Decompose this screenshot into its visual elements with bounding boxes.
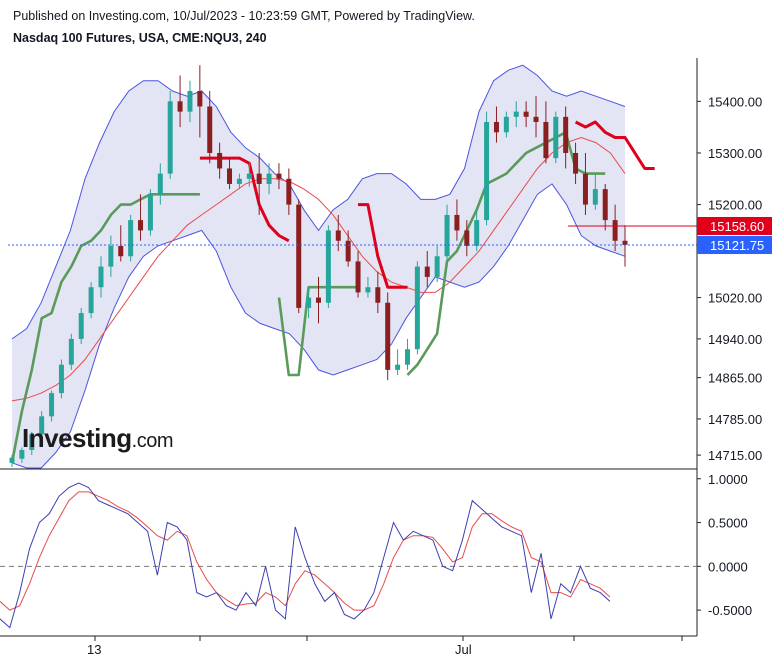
price-tick-label: 15300.00 (708, 146, 762, 161)
candle-body[interactable] (582, 173, 588, 205)
candle-body[interactable] (454, 214, 460, 231)
trail-stop-red-3 (358, 203, 408, 289)
logo-suffix: .com (131, 430, 174, 452)
stochastic-tick-label: -0.5000 (708, 603, 752, 618)
candle-body[interactable] (197, 90, 203, 107)
candle-body[interactable] (474, 220, 480, 246)
candle-body[interactable] (365, 287, 371, 293)
price-tick-label: 14865.00 (708, 371, 762, 386)
stochastic-tick-label: 1.0000 (708, 472, 748, 487)
candle-body[interactable] (78, 313, 84, 339)
trail-stop-red-1 (199, 156, 290, 243)
candle-body[interactable] (19, 449, 25, 459)
candle-body[interactable] (118, 245, 124, 257)
candle-body[interactable] (345, 240, 351, 262)
candle-body[interactable] (98, 266, 104, 288)
candle-body[interactable] (266, 173, 272, 184)
candle-body[interactable] (29, 434, 35, 450)
candle-body[interactable] (9, 457, 15, 463)
candle-body[interactable] (513, 111, 519, 117)
candle-body[interactable] (573, 152, 579, 174)
candle-body[interactable] (286, 178, 292, 205)
stochastic-tick-label: 0.5000 (708, 516, 748, 531)
bollinger-lower-line (11, 183, 626, 469)
candle-body[interactable] (128, 220, 134, 257)
candle-body[interactable] (147, 194, 153, 231)
candle-body[interactable] (543, 121, 549, 159)
price-tick-label: 14715.00 (708, 448, 762, 463)
bollinger-band-fill (12, 65, 625, 468)
candle-body[interactable] (553, 116, 559, 159)
candle-body[interactable] (612, 220, 618, 241)
candle-body[interactable] (49, 393, 55, 417)
candle-body[interactable] (434, 256, 440, 277)
time-tick-label: 13 (87, 642, 101, 657)
candle-body[interactable] (395, 364, 401, 370)
trail-stop-green-4 (406, 131, 606, 376)
candle-body[interactable] (227, 168, 233, 184)
candle-body[interactable] (177, 101, 183, 112)
candle-body[interactable] (523, 111, 529, 117)
candle-body[interactable] (592, 189, 598, 205)
candle-body[interactable] (404, 349, 410, 365)
candle-body[interactable] (276, 173, 282, 179)
price-tick-label: 15400.00 (708, 94, 762, 109)
last-price-label-box (697, 236, 772, 255)
stochastic-k-line (0, 482, 611, 629)
candle-body[interactable] (39, 416, 45, 435)
stochastic-tick-label: 0.0000 (708, 559, 748, 574)
trail-stop-red-5 (574, 120, 655, 170)
candle-body[interactable] (444, 214, 450, 257)
candle-body[interactable] (316, 297, 321, 303)
candle-body[interactable] (503, 116, 509, 133)
chart-title: Nasdaq 100 Futures, USA, CME:NQU3, 240 (13, 31, 267, 45)
candle-body[interactable] (385, 302, 391, 370)
candle-body[interactable] (424, 266, 430, 277)
candle-body[interactable] (464, 230, 470, 246)
published-caption: Published on Investing.com, 10/Jul/2023 … (13, 9, 475, 23)
candle-body[interactable] (157, 173, 163, 195)
stochastic-d-line (0, 491, 611, 611)
candle-body[interactable] (256, 173, 262, 184)
candle-body[interactable] (414, 266, 420, 350)
candle-body[interactable] (187, 90, 193, 112)
price-tick-label: 15200.00 (708, 198, 762, 213)
candle-body[interactable] (217, 152, 223, 169)
candle-body[interactable] (236, 178, 242, 184)
reference-price-label-box (697, 216, 772, 235)
candle-body[interactable] (622, 240, 628, 245)
candle-body[interactable] (602, 189, 608, 221)
time-tick-label: Jul (455, 642, 472, 657)
candle-body[interactable] (68, 338, 74, 365)
candle-body[interactable] (88, 287, 94, 314)
candle-body[interactable] (335, 230, 341, 241)
candle-body[interactable] (167, 101, 173, 174)
moving-average-line (11, 136, 626, 402)
candle-body[interactable] (355, 261, 361, 293)
price-tick-label: 14940.00 (708, 332, 762, 347)
candle-body[interactable] (108, 245, 114, 267)
candle-body[interactable] (533, 116, 539, 122)
candle-body[interactable] (325, 230, 331, 303)
candle-body[interactable] (246, 173, 252, 179)
candle-body[interactable] (58, 364, 64, 394)
candle-body[interactable] (138, 220, 144, 231)
bollinger-upper-line (11, 64, 626, 340)
candle-body[interactable] (563, 116, 569, 153)
reference-price-label: 15158.60 (710, 219, 764, 234)
candle-body[interactable] (484, 121, 490, 221)
investing-logo: Investing.com (22, 423, 173, 454)
price-tick-label: 15020.00 (708, 291, 762, 306)
trail-stop-green-0 (10, 193, 200, 464)
candle-body[interactable] (375, 287, 381, 303)
candle-body[interactable] (493, 121, 499, 133)
price-tick-label: 14785.00 (708, 412, 762, 427)
last-price-label: 15121.75 (710, 238, 764, 253)
logo-brand: Investing (22, 423, 132, 453)
candle-body[interactable] (296, 204, 302, 308)
candle-body[interactable] (306, 297, 312, 308)
candle-body[interactable] (207, 106, 213, 153)
